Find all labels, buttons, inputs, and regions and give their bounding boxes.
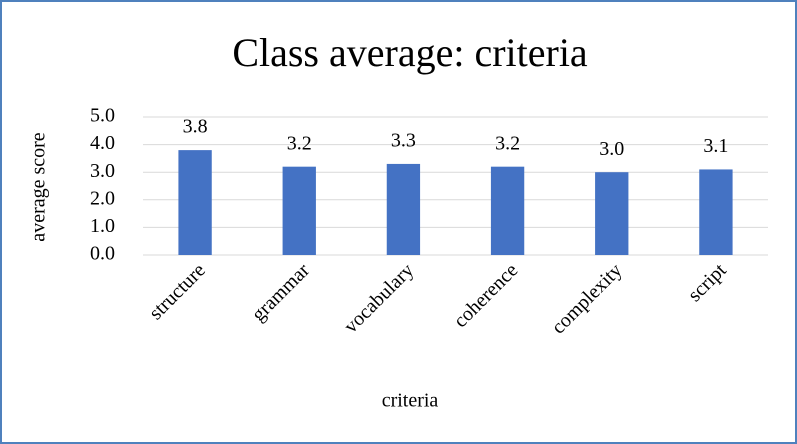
data-label: 3.2: [287, 132, 312, 154]
y-tick-label: 4.0: [90, 132, 115, 154]
y-tick-label: 2.0: [90, 187, 115, 209]
chart-title: Class average: criteria: [232, 30, 588, 75]
data-label: 3.1: [703, 135, 728, 157]
x-axis-label: criteria: [382, 390, 439, 412]
bar: [178, 150, 212, 255]
bar: [595, 172, 629, 255]
bar: [490, 166, 525, 255]
bar: [386, 163, 421, 255]
bar: [282, 166, 316, 255]
y-tick-label: 1.0: [90, 215, 115, 237]
y-tick-label: 3.0: [90, 160, 115, 182]
y-axis-label: average score: [28, 132, 50, 241]
data-label: 3.2: [495, 132, 520, 154]
data-label: 3.0: [599, 138, 624, 160]
data-label: 3.3: [391, 130, 416, 152]
y-tick-label: 0.0: [90, 243, 115, 265]
bar: [699, 169, 733, 255]
data-label: 3.8: [183, 116, 208, 138]
y-tick-label: 5.0: [90, 105, 115, 127]
